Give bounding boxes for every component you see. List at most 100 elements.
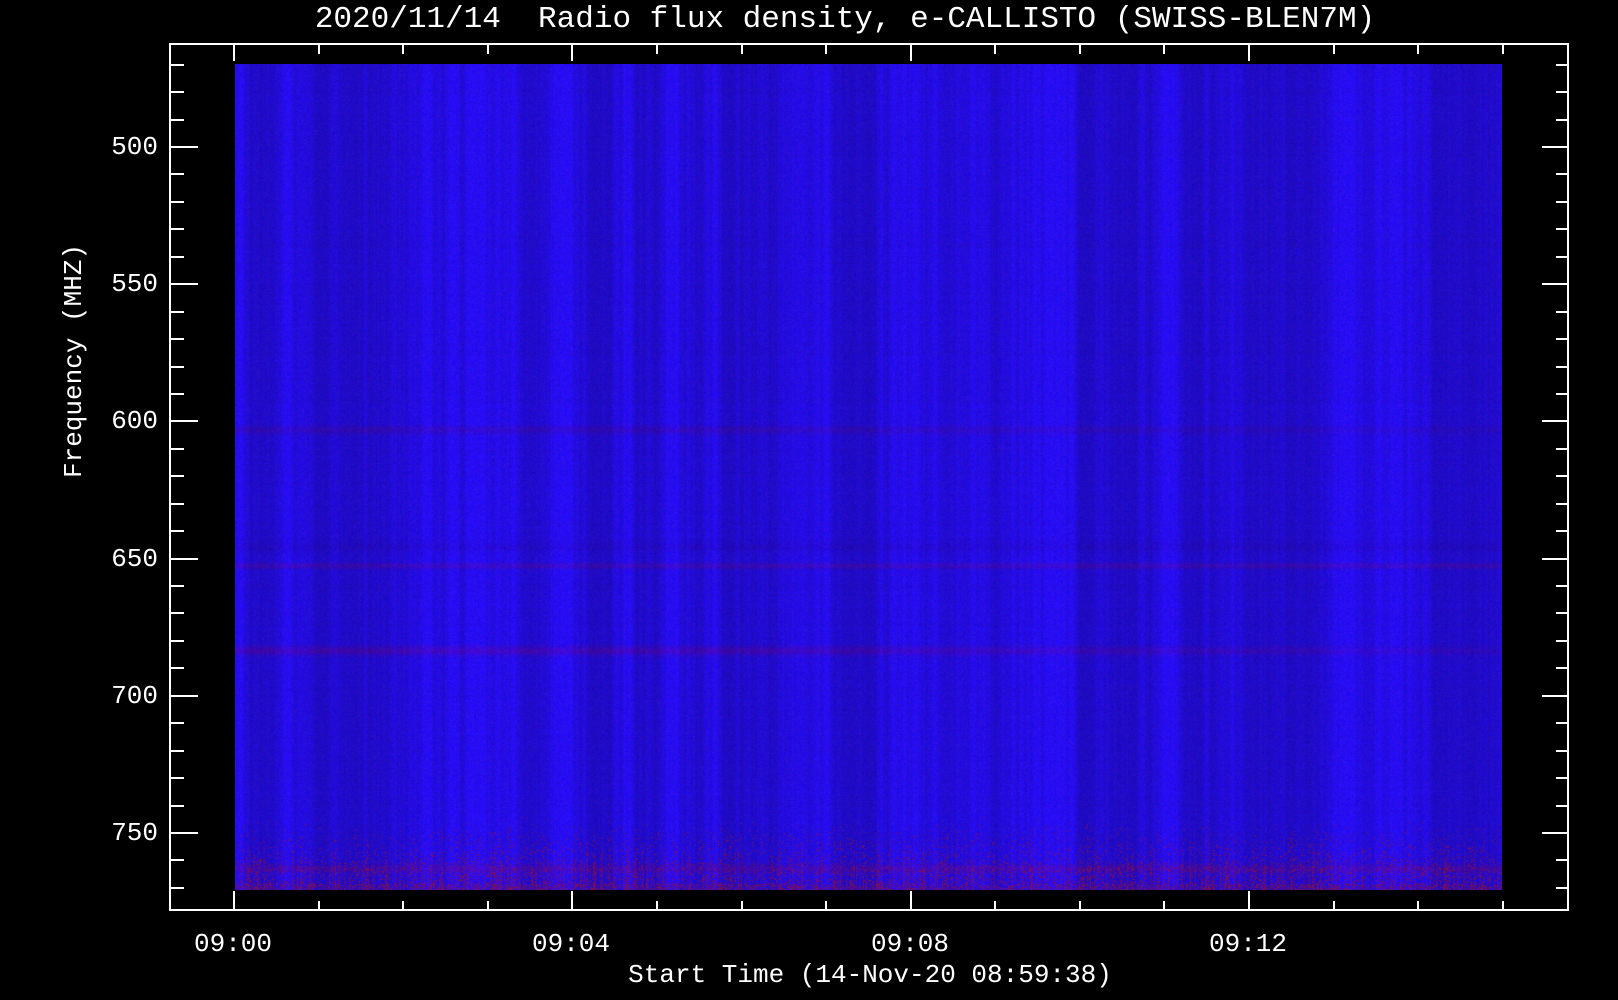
axis-tick xyxy=(1556,750,1569,752)
frame-bottom-line xyxy=(169,909,1569,911)
axis-tick xyxy=(1502,45,1504,54)
axis-tick xyxy=(318,901,320,911)
axis-tick xyxy=(171,640,184,642)
axis-tick xyxy=(171,420,198,422)
axis-tick xyxy=(233,45,235,61)
axis-tick xyxy=(1248,45,1250,61)
axis-tick xyxy=(1556,91,1569,93)
y-tick-label: 700 xyxy=(111,681,158,711)
axis-tick xyxy=(656,45,658,54)
axis-tick xyxy=(1542,832,1569,834)
axis-tick xyxy=(1502,901,1504,911)
axis-tick xyxy=(171,530,184,532)
axis-tick xyxy=(1556,777,1569,779)
axis-tick xyxy=(171,228,184,230)
x-tick-label: 09:08 xyxy=(870,929,950,959)
axis-tick xyxy=(402,45,404,54)
spectrogram-canvas xyxy=(235,64,1502,890)
axis-tick xyxy=(1556,448,1569,450)
axis-tick xyxy=(233,891,235,911)
y-tick-label: 500 xyxy=(111,132,158,162)
axis-tick xyxy=(171,832,198,834)
axis-tick xyxy=(571,45,573,61)
axis-tick xyxy=(1556,475,1569,477)
axis-tick xyxy=(1542,558,1569,560)
axis-tick xyxy=(994,45,996,54)
axis-tick xyxy=(402,901,404,911)
axis-tick xyxy=(1079,45,1081,54)
axis-tick xyxy=(1556,805,1569,807)
axis-tick xyxy=(571,891,573,911)
axis-tick xyxy=(171,805,184,807)
axis-tick xyxy=(171,173,184,175)
y-tick-label: 650 xyxy=(111,544,158,574)
axis-tick xyxy=(171,859,184,861)
axis-tick xyxy=(741,901,743,911)
axis-tick xyxy=(656,901,658,911)
x-tick-label: 09:12 xyxy=(1208,929,1288,959)
axis-tick xyxy=(1556,640,1569,642)
axis-tick xyxy=(171,119,184,121)
axis-tick xyxy=(1417,45,1419,54)
axis-tick xyxy=(825,45,827,54)
y-tick-label: 750 xyxy=(111,818,158,848)
axis-tick xyxy=(171,612,184,614)
axis-tick xyxy=(1556,64,1569,66)
x-tick-label: 09:04 xyxy=(531,929,611,959)
axis-tick xyxy=(1333,901,1335,911)
axis-tick xyxy=(825,901,827,911)
axis-tick xyxy=(1556,612,1569,614)
axis-tick xyxy=(1556,667,1569,669)
axis-tick xyxy=(1333,45,1335,54)
axis-tick xyxy=(171,91,184,93)
axis-tick xyxy=(1556,311,1569,313)
axis-tick xyxy=(1417,901,1419,911)
axis-tick xyxy=(171,311,184,313)
axis-tick xyxy=(1248,891,1250,911)
axis-tick xyxy=(1542,695,1569,697)
axis-tick xyxy=(1556,228,1569,230)
x-tick-label: 09:00 xyxy=(193,929,273,959)
axis-tick xyxy=(171,366,184,368)
x-axis-title: Start Time (14-Nov-20 08:59:38) xyxy=(628,960,1112,990)
axis-tick xyxy=(1556,859,1569,861)
axis-tick xyxy=(171,146,198,148)
axis-tick xyxy=(171,667,184,669)
frame-right-line xyxy=(1567,43,1569,911)
axis-tick xyxy=(171,64,184,66)
axis-tick xyxy=(487,901,489,911)
axis-tick xyxy=(994,901,996,911)
axis-tick xyxy=(171,201,184,203)
axis-tick xyxy=(910,891,912,911)
axis-tick xyxy=(1542,420,1569,422)
axis-tick xyxy=(171,256,184,258)
axis-tick xyxy=(171,722,184,724)
axis-tick xyxy=(1556,530,1569,532)
frame-top-line xyxy=(169,43,1569,45)
axis-tick xyxy=(318,45,320,54)
axis-tick xyxy=(171,558,198,560)
axis-tick xyxy=(1556,722,1569,724)
axis-tick xyxy=(910,45,912,61)
axis-tick xyxy=(1556,201,1569,203)
axis-tick xyxy=(171,585,184,587)
axis-tick xyxy=(1556,366,1569,368)
chart-title: 2020/11/14 Radio flux density, e-CALLIST… xyxy=(314,2,1376,37)
axis-tick xyxy=(1556,256,1569,258)
axis-tick xyxy=(171,777,184,779)
axis-tick xyxy=(1556,173,1569,175)
axis-tick xyxy=(171,338,184,340)
axis-tick xyxy=(1079,901,1081,911)
axis-tick xyxy=(171,448,184,450)
axis-tick xyxy=(171,695,198,697)
axis-tick xyxy=(1556,393,1569,395)
axis-tick xyxy=(741,45,743,54)
axis-tick xyxy=(1556,503,1569,505)
axis-tick xyxy=(1556,338,1569,340)
axis-tick xyxy=(171,283,198,285)
y-tick-label: 600 xyxy=(111,406,158,436)
axis-tick xyxy=(1556,585,1569,587)
axis-tick xyxy=(171,475,184,477)
axis-tick xyxy=(1163,45,1165,54)
